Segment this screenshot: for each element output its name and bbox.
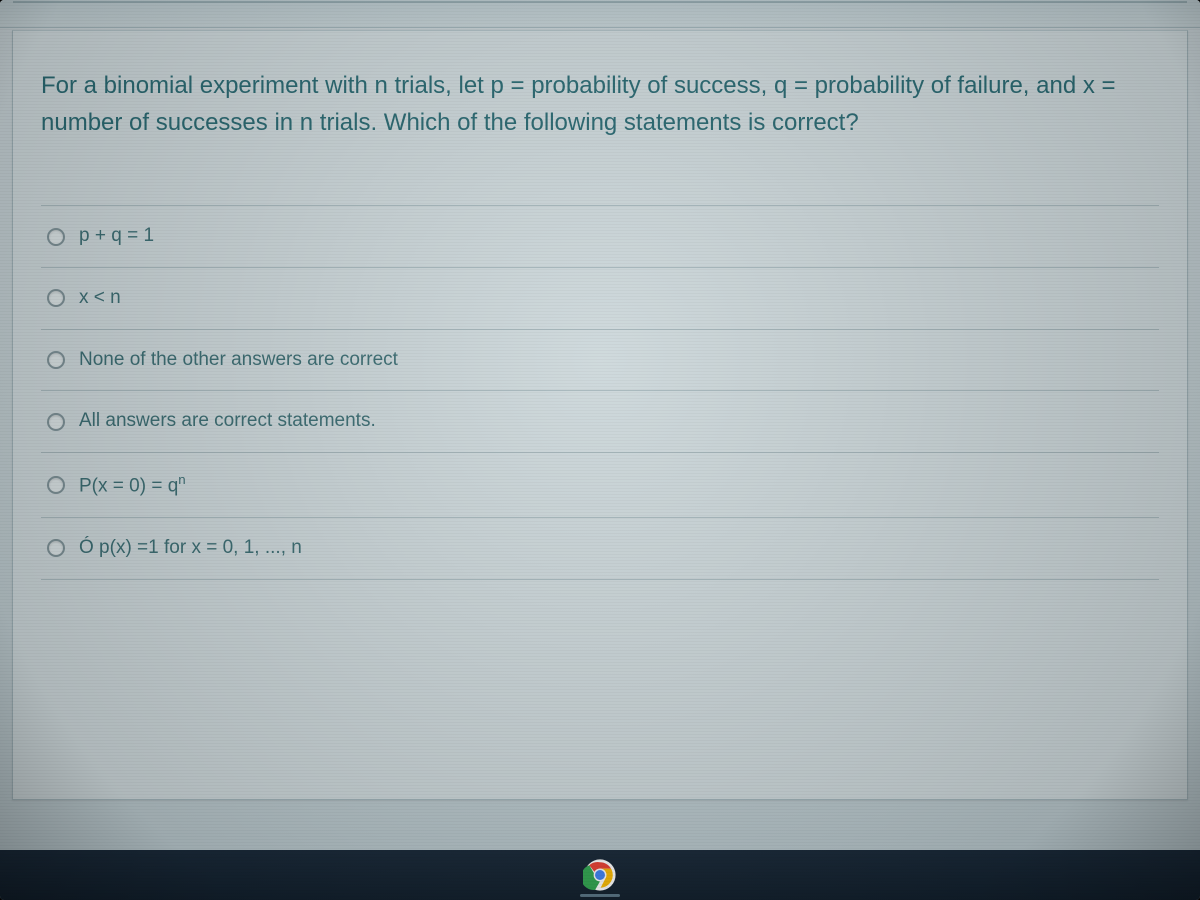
radio-icon[interactable]	[47, 289, 65, 307]
option-6[interactable]: Ó p(x) =1 for x = 0, 1, ..., n	[41, 518, 1159, 579]
option-2[interactable]: x < n	[41, 268, 1159, 330]
radio-icon[interactable]	[47, 351, 65, 369]
option-label: None of the other answers are correct	[79, 348, 398, 373]
option-label: Ó p(x) =1 for x = 0, 1, ..., n	[79, 536, 302, 561]
option-4[interactable]: All answers are correct statements.	[41, 391, 1159, 453]
option-1[interactable]: p + q = 1	[41, 206, 1159, 268]
option-3[interactable]: None of the other answers are correct	[41, 330, 1159, 392]
option-label: p + q = 1	[79, 224, 154, 249]
radio-icon[interactable]	[47, 476, 65, 494]
option-label: P(x = 0) = qn	[79, 471, 186, 499]
radio-icon[interactable]	[47, 228, 65, 246]
window-top-strip	[0, 0, 1200, 28]
taskbar-active-indicator	[580, 894, 620, 897]
quiz-question-card: For a binomial experiment with n trials,…	[12, 30, 1188, 800]
screen: For a binomial experiment with n trials,…	[0, 0, 1200, 900]
question-text: For a binomial experiment with n trials,…	[41, 67, 1159, 141]
option-label: All answers are correct statements.	[79, 409, 376, 434]
option-5[interactable]: P(x = 0) = qn	[41, 453, 1159, 518]
taskbar	[0, 850, 1200, 900]
radio-icon[interactable]	[47, 539, 65, 557]
option-label: x < n	[79, 286, 121, 311]
options-list: p + q = 1 x < n None of the other answer…	[41, 205, 1159, 579]
chrome-icon[interactable]	[583, 858, 617, 892]
radio-icon[interactable]	[47, 413, 65, 431]
